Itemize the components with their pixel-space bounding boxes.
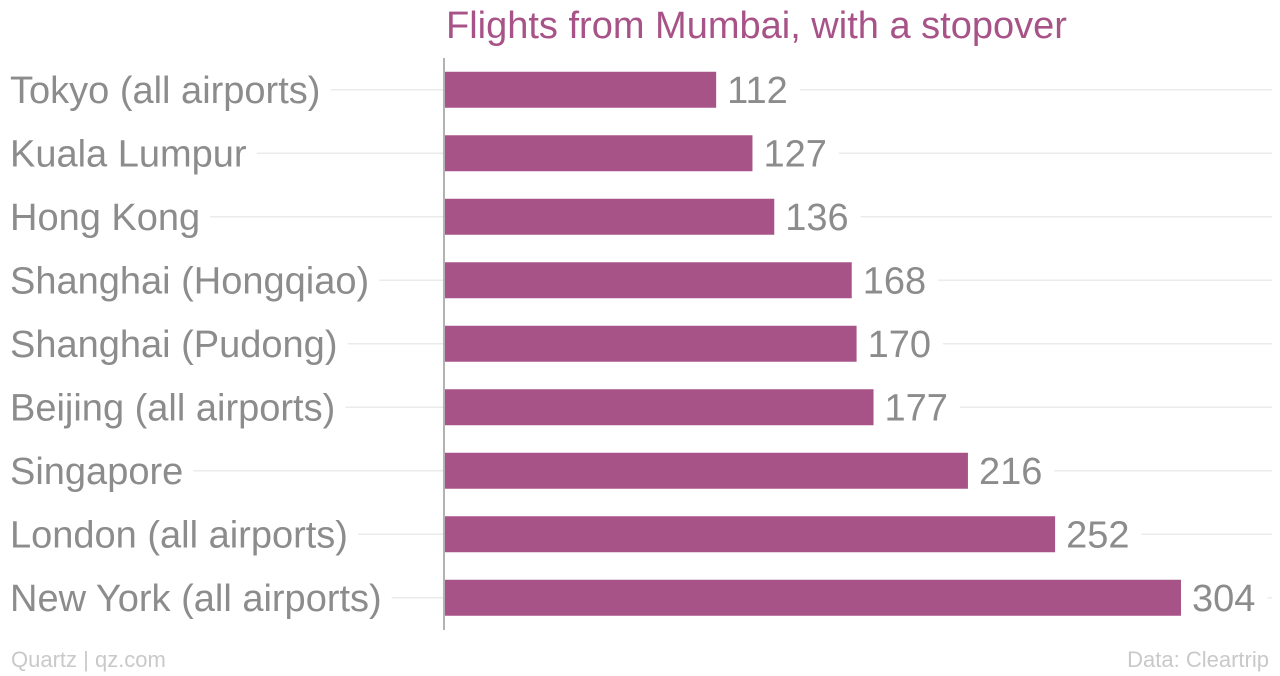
data-label: 216 (979, 451, 1042, 493)
category-label: Shanghai (Pudong) (10, 324, 337, 366)
chart-title: Flights from Mumbai, with a stopover (446, 5, 1067, 47)
category-label: London (all airports) (10, 514, 348, 556)
data-label: 304 (1192, 578, 1255, 620)
data-label: 170 (868, 324, 931, 366)
data-source: Data: Cleartrip (1127, 647, 1269, 672)
bar (445, 198, 775, 235)
bar (445, 579, 1181, 616)
category-label: Beijing (all airports) (10, 387, 335, 429)
bar (445, 71, 717, 108)
bar (445, 262, 852, 299)
bar (445, 325, 857, 362)
data-label: 177 (885, 387, 948, 429)
bar (445, 135, 753, 172)
category-label: Singapore (10, 451, 183, 493)
category-label: Shanghai (Hongqiao) (10, 260, 369, 302)
data-label: 127 (763, 133, 826, 175)
category-label: Hong Kong (10, 197, 200, 239)
category-label: Kuala Lumpur (10, 133, 247, 175)
bars: Tokyo (all airports) 112 Kuala Lumpur 127 Ho… (10, 70, 1255, 620)
data-label: 136 (785, 197, 848, 239)
data-label: 112 (727, 70, 788, 112)
source-credit: Quartz | qz.com (11, 647, 166, 672)
gridlines (193, 89, 1272, 599)
bar (445, 452, 968, 489)
bar (445, 389, 874, 426)
data-label: 168 (863, 260, 926, 302)
category-label: New York (all airports) (10, 578, 382, 620)
bar (445, 516, 1056, 553)
category-label: Tokyo (all airports) (10, 70, 320, 112)
data-label: 252 (1066, 514, 1129, 556)
